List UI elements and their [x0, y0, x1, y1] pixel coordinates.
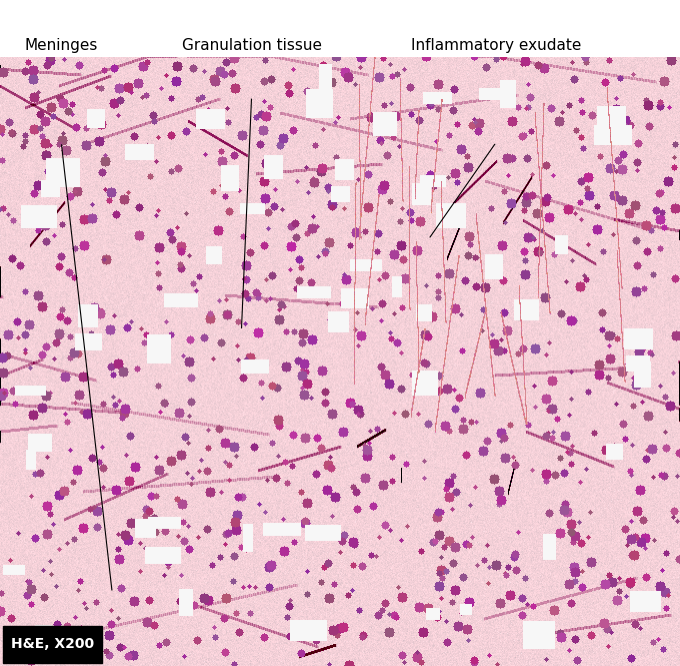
- Text: Granulation tissue: Granulation tissue: [182, 38, 322, 53]
- Text: Inflammatory exudate: Inflammatory exudate: [411, 38, 581, 53]
- Text: H&E, X200: H&E, X200: [11, 637, 95, 651]
- Text: Meninges: Meninges: [24, 38, 98, 53]
- FancyBboxPatch shape: [0, 0, 680, 57]
- FancyBboxPatch shape: [3, 626, 102, 663]
